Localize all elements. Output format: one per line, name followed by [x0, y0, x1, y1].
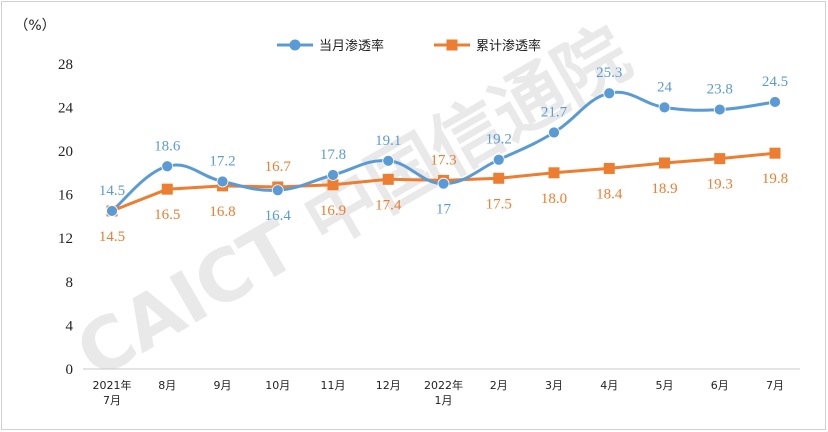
point-cumulative [493, 172, 505, 184]
x-tick-label: 2021年 7月 [93, 378, 132, 407]
x-tick-line: 12月 [376, 379, 401, 392]
data-label-cumulative: 19.8 [762, 171, 788, 187]
point-monthly [713, 103, 726, 116]
x-tick-label: 6月 [711, 379, 729, 392]
x-tick-line: 3月 [545, 379, 563, 392]
point-cumulative [382, 173, 394, 185]
data-label-cumulative: 19.3 [707, 177, 733, 193]
x-tick-label: 8月 [158, 379, 176, 392]
data-label-monthly: 25.3 [596, 65, 622, 81]
point-cumulative [659, 157, 670, 169]
data-label-cumulative: 18.4 [596, 186, 623, 202]
legend-marker-monthly [289, 39, 301, 51]
data-label-cumulative: 17.5 [486, 196, 512, 212]
data-label-monthly: 17 [436, 202, 452, 218]
x-tick-line: 7月 [766, 379, 784, 392]
x-tick-label: 3月 [545, 379, 563, 392]
data-label-cumulative: 18.9 [651, 181, 677, 197]
legend: 当月渗透率 累计渗透率 [277, 38, 541, 54]
point-monthly [437, 177, 450, 190]
x-tick-line: 11月 [321, 379, 346, 392]
x-tick-label: 10月 [265, 379, 290, 392]
data-label-monthly: 21.7 [541, 104, 568, 120]
point-monthly [548, 126, 560, 139]
y-tick-label: 28 [58, 57, 73, 73]
data-label-cumulative: 14.5 [99, 229, 125, 245]
y-tick-label: 20 [58, 144, 73, 160]
point-monthly [216, 175, 229, 188]
point-cumulative [769, 147, 781, 159]
y-tick-label: 8 [66, 275, 74, 291]
data-label-monthly: 19.2 [486, 132, 512, 148]
x-tick-line: 2月 [490, 379, 508, 392]
x-tick-label: 5月 [656, 379, 674, 392]
data-label-monthly: 23.8 [707, 82, 733, 98]
x-tick-label: 12月 [376, 379, 401, 392]
data-label-cumulative: 18.0 [541, 191, 567, 207]
y-tick-label: 0 [66, 362, 74, 378]
x-tick-label: 9月 [214, 379, 232, 392]
point-cumulative [327, 179, 339, 191]
x-tick-label: 2月 [490, 379, 508, 392]
x-tick-line: 2021年 [93, 378, 132, 392]
data-label-cumulative: 16.5 [154, 207, 180, 223]
data-label-monthly: 16.4 [265, 208, 292, 224]
point-monthly [106, 205, 118, 217]
point-monthly [271, 184, 284, 197]
point-monthly [327, 169, 339, 181]
y-tick-label: 4 [66, 318, 74, 334]
point-monthly [603, 87, 616, 100]
point-cumulative [714, 153, 726, 165]
x-tick-line: 1月 [435, 394, 453, 407]
x-tick-label: 4月 [600, 379, 618, 392]
x-tick-label: 11月 [321, 379, 346, 392]
x-tick-label: 2022年 1月 [424, 378, 463, 407]
data-label-monthly: 14.5 [99, 183, 125, 199]
data-label-monthly: 19.1 [375, 133, 401, 149]
point-cumulative [603, 162, 615, 174]
point-monthly [492, 153, 505, 166]
x-tick-line: 4月 [600, 379, 618, 392]
data-label-cumulative: 17.4 [375, 197, 402, 213]
legend-marker-cumulative [446, 39, 458, 51]
y-axis-unit: （%） [14, 18, 55, 34]
point-monthly [658, 101, 671, 114]
x-tick-line: 7月 [103, 394, 121, 407]
point-cumulative [161, 183, 173, 195]
point-monthly [161, 160, 174, 173]
x-axis-ticks: 2021年 7月 8月 9月 10月 11月 12月 2022年 1月 2月 3月 4月 5月 6月 7月 [93, 378, 785, 407]
x-tick-line: 9月 [214, 379, 232, 392]
data-label-monthly: 24.5 [762, 74, 788, 90]
y-tick-label: 16 [58, 188, 74, 204]
data-label-cumulative: 16.9 [320, 203, 346, 219]
x-tick-line: 8月 [158, 379, 176, 392]
legend-label-cumulative: 累计渗透率 [476, 38, 541, 54]
data-label-monthly: 17.2 [209, 154, 235, 170]
x-tick-line: 2022年 [424, 378, 463, 392]
x-tick-line: 10月 [265, 379, 290, 392]
y-tick-label: 12 [58, 231, 73, 247]
point-cumulative [548, 167, 560, 179]
x-tick-line: 6月 [711, 379, 729, 392]
y-tick-label: 24 [58, 100, 74, 116]
point-monthly [769, 96, 781, 108]
data-label-cumulative: 16.7 [265, 159, 292, 175]
series-group [106, 87, 781, 217]
data-labels: 14.5 18.6 17.2 16.4 17.8 19.1 17 19.2 21.7 25.3 24… [99, 65, 788, 245]
x-tick-label: 7月 [766, 379, 784, 392]
y-axis-ticks: 0 4 8 12 16 20 24 28 [58, 57, 74, 378]
x-tick-line: 5月 [656, 379, 674, 392]
data-label-monthly: 24 [657, 79, 673, 95]
data-label-monthly: 18.6 [154, 138, 181, 154]
data-label-cumulative: 17.3 [430, 152, 456, 168]
point-monthly [382, 154, 395, 167]
data-label-cumulative: 16.8 [209, 204, 235, 220]
data-label-monthly: 17.8 [320, 147, 346, 163]
legend-label-monthly: 当月渗透率 [319, 38, 384, 54]
